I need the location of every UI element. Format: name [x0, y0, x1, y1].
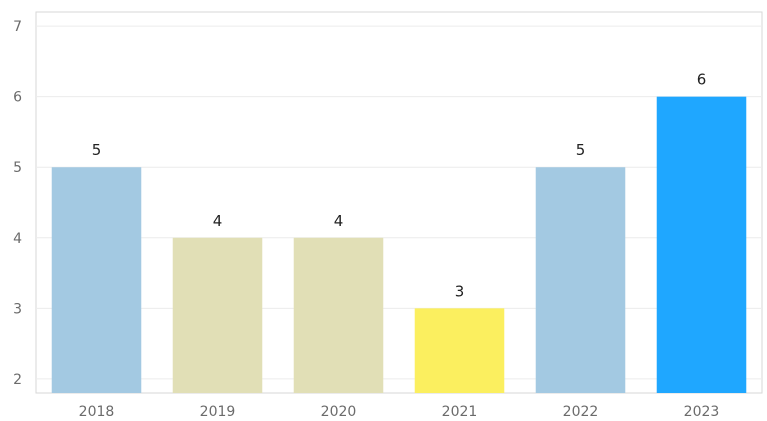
x-tick-label-2022: 2022 [563, 404, 599, 420]
y-tick-label: 2 [13, 372, 22, 388]
y-tick-label: 6 [13, 90, 22, 106]
x-tick-label-2019: 2019 [200, 404, 236, 420]
data-label-2018: 5 [92, 141, 102, 159]
y-tick-label: 5 [13, 160, 22, 176]
x-tick-label-2020: 2020 [321, 404, 357, 420]
data-label-2020: 4 [334, 212, 344, 230]
y-tick-label: 4 [13, 231, 22, 247]
y-tick-label: 3 [13, 301, 22, 317]
bar-2023 [656, 96, 747, 394]
plot-area [35, 11, 763, 394]
bar-2020 [293, 237, 384, 393]
data-label-2019: 4 [213, 212, 223, 230]
data-label-2023: 6 [697, 71, 707, 89]
x-tick-label-2023: 2023 [684, 404, 720, 420]
x-tick-label-2021: 2021 [442, 404, 478, 420]
x-tick-label-2018: 2018 [79, 404, 115, 420]
data-label-2021: 3 [455, 282, 465, 300]
bar-2019 [172, 237, 263, 393]
bar-2022 [535, 167, 626, 393]
bar-2021 [414, 308, 505, 393]
y-tick-label: 7 [13, 19, 22, 35]
bar-2018 [51, 167, 142, 393]
data-label-2022: 5 [576, 141, 586, 159]
